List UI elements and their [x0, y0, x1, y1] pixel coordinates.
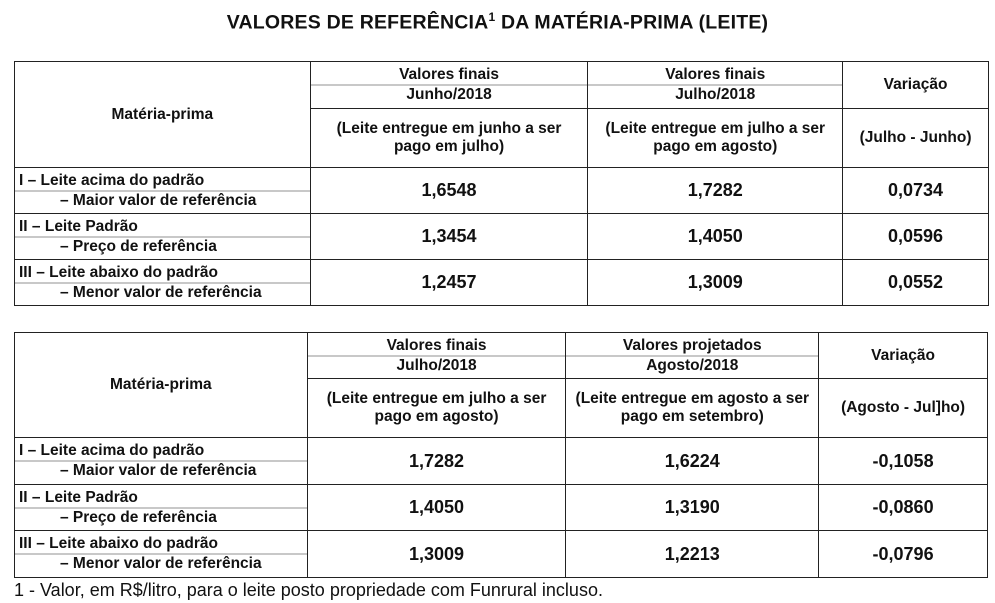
header-variacao-desc: (Julho - Junho)	[842, 108, 989, 168]
header-variacao: Variação	[842, 61, 989, 109]
value-variacao: 0,0734	[842, 167, 989, 214]
value-col2: 1,3454	[309, 213, 589, 260]
header-col2-desc: (Leite entregue em julho a ser pago em a…	[306, 378, 567, 438]
header-col2: Valores finais Junho/2018	[309, 61, 589, 109]
row-label: I – Leite acima do padrão – Maior valor d…	[14, 437, 308, 485]
value-variacao: 0,0552	[842, 259, 989, 306]
header-variacao-desc: (Agosto - Jul]ho)	[818, 378, 988, 438]
value-col2: 1,4050	[306, 484, 567, 531]
table-row: II – Leite Padrão – Preço de referência 1…	[14, 484, 988, 531]
header-col3-desc: (Leite entregue em julho a ser pago em a…	[587, 108, 844, 168]
row-label: II – Leite Padrão – Preço de referência	[14, 484, 308, 531]
document-title: VALORES DE REFERÊNCIA1 DA MATÉRIA-PRIMA …	[226, 10, 769, 34]
table-row: III – Leite abaixo do padrão – Menor valo…	[14, 259, 989, 306]
reference-table-1: Matéria-prima Valores finais Junho/2018 V…	[14, 61, 989, 306]
row-label: III – Leite abaixo do padrão – Menor valo…	[14, 259, 311, 306]
row-label: II – Leite Padrão – Preço de referência	[14, 213, 311, 260]
value-col3: 1,6224	[565, 437, 820, 485]
value-variacao: -0,0796	[818, 530, 988, 578]
value-col2: 1,2457	[309, 259, 589, 306]
header-materia-prima: Matéria-prima	[14, 332, 308, 438]
reference-table-2: Matéria-prima Valores finais Julho/2018 V…	[14, 332, 988, 578]
header-col2: Valores finais Julho/2018	[306, 332, 567, 379]
header-col3: Valores projetados Agosto/2018	[565, 332, 820, 379]
value-col3: 1,7282	[587, 167, 844, 214]
value-col3: 1,3190	[565, 484, 820, 531]
header-col3: Valores finais Julho/2018	[587, 61, 844, 109]
value-col2: 1,7282	[306, 437, 567, 485]
row-label: III – Leite abaixo do padrão – Menor valo…	[14, 530, 308, 578]
value-variacao: 0,0596	[842, 213, 989, 260]
value-col3: 1,4050	[587, 213, 844, 260]
value-col2: 1,6548	[309, 167, 589, 214]
table-row: III – Leite abaixo do padrão – Menor valo…	[14, 530, 988, 578]
header-col3-desc: (Leite entregue em agosto a ser pago em …	[565, 378, 820, 438]
value-col3: 1,3009	[587, 259, 844, 306]
table-row: I – Leite acima do padrão – Maior valor d…	[14, 437, 988, 485]
header-variacao: Variação	[818, 332, 988, 379]
value-variacao: -0,0860	[818, 484, 988, 531]
value-col3: 1,2213	[565, 530, 820, 578]
header-materia-prima: Matéria-prima	[14, 61, 311, 168]
header-col2-desc: (Leite entregue em junho a ser pago em j…	[309, 108, 589, 168]
row-label: I – Leite acima do padrão – Maior valor d…	[14, 167, 311, 214]
footnote: 1 - Valor, em R$/litro, para o leite pos…	[14, 580, 603, 600]
value-col2: 1,3009	[306, 530, 567, 578]
table-row: II – Leite Padrão – Preço de referência 1…	[14, 213, 989, 260]
value-variacao: -0,1058	[818, 437, 988, 485]
table-row: I – Leite acima do padrão – Maior valor d…	[14, 167, 989, 214]
